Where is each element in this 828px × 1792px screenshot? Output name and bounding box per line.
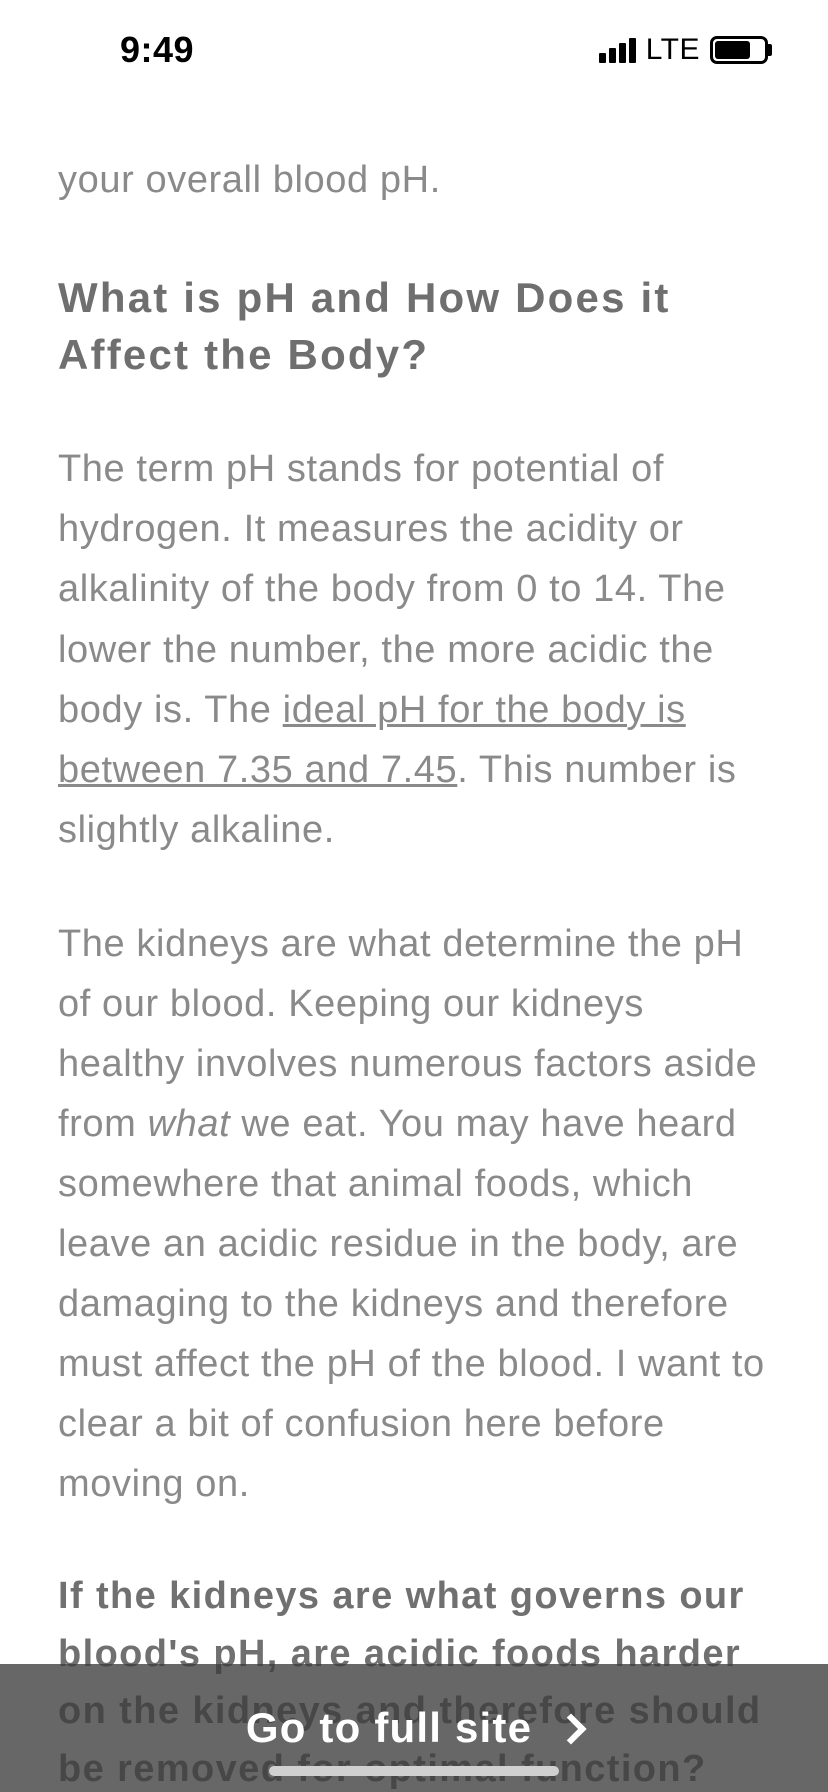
- cellular-signal-icon: [599, 38, 636, 63]
- paragraph-text: we eat. You may have heard somewhere tha…: [58, 1103, 765, 1505]
- full-site-label: Go to full site: [246, 1704, 532, 1752]
- battery-icon: [710, 36, 768, 64]
- article-content: your overall blood pH. What is pH and Ho…: [0, 150, 828, 1792]
- paragraph-ph-definition: The term pH stands for potential of hydr…: [58, 439, 770, 859]
- network-label: LTE: [646, 33, 700, 67]
- home-indicator: [269, 1766, 559, 1776]
- status-bar: 9:49 LTE: [0, 0, 828, 100]
- battery-fill: [715, 41, 750, 59]
- chevron-right-icon: [556, 1713, 587, 1744]
- status-time: 9:49: [40, 29, 194, 71]
- paragraph-kidneys: The kidneys are what determine the pH of…: [58, 914, 770, 1514]
- partial-sentence: your overall blood pH.: [58, 150, 770, 210]
- status-right: LTE: [599, 33, 768, 67]
- heading-ph: What is pH and How Does it Affect the Bo…: [58, 270, 770, 383]
- emphasis-what: what: [148, 1103, 231, 1145]
